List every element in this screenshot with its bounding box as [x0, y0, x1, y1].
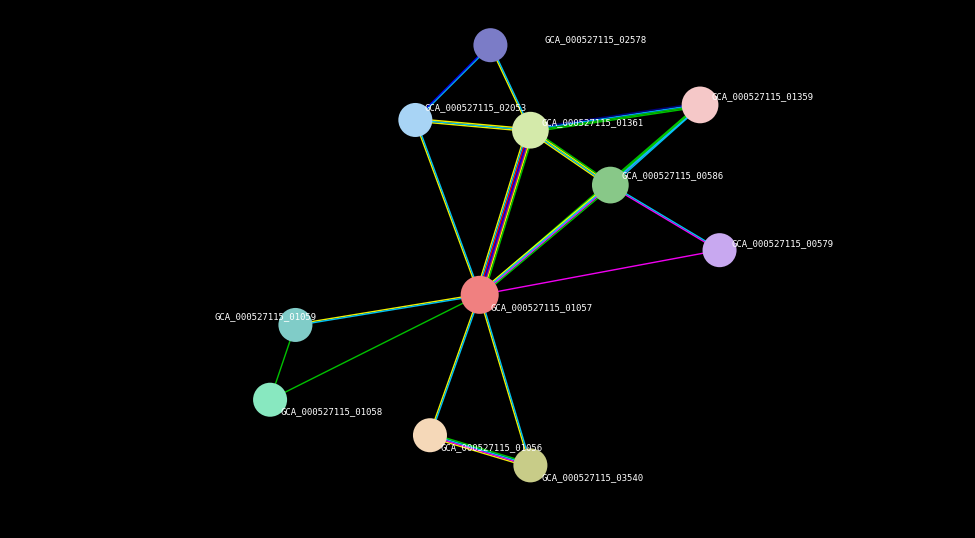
- Point: [288, 321, 303, 329]
- Point: [523, 126, 538, 134]
- Text: GCA_000527115_02578: GCA_000527115_02578: [544, 35, 646, 44]
- Text: GCA_000527115_01058: GCA_000527115_01058: [281, 408, 383, 416]
- Point: [472, 291, 488, 299]
- Text: GCA_000527115_03540: GCA_000527115_03540: [541, 473, 644, 482]
- Point: [603, 181, 618, 189]
- Text: GCA_000527115_02053: GCA_000527115_02053: [424, 103, 526, 112]
- Point: [523, 461, 538, 470]
- Point: [692, 101, 708, 109]
- Point: [408, 116, 423, 124]
- Text: GCA_000527115_01361: GCA_000527115_01361: [541, 118, 644, 126]
- Text: GCA_000527115_01359: GCA_000527115_01359: [712, 93, 814, 101]
- Text: GCA_000527115_01056: GCA_000527115_01056: [441, 443, 543, 452]
- Point: [483, 41, 498, 49]
- Text: GCA_000527115_01059: GCA_000527115_01059: [214, 313, 317, 321]
- Point: [262, 395, 278, 404]
- Point: [422, 431, 438, 440]
- Text: GCA_000527115_01057: GCA_000527115_01057: [490, 303, 593, 312]
- Point: [712, 246, 727, 254]
- Text: GCA_000527115_00579: GCA_000527115_00579: [731, 239, 834, 247]
- Text: GCA_000527115_00586: GCA_000527115_00586: [621, 172, 723, 180]
